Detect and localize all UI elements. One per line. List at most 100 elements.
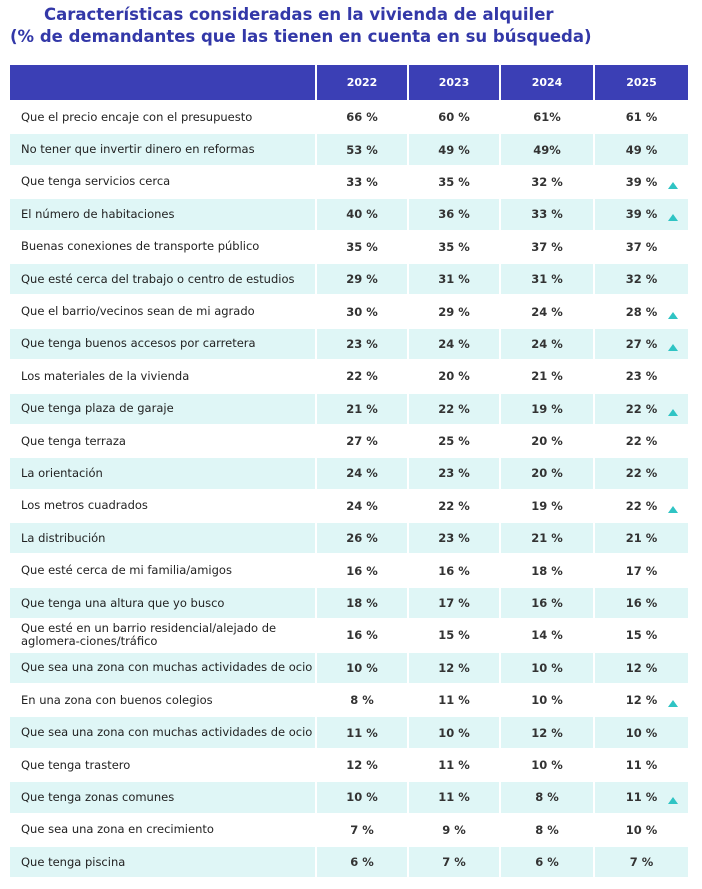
value-cell: 20 % [499, 423, 594, 458]
value-cell: 22 % [315, 359, 408, 393]
value-cell: 22 % [593, 456, 688, 490]
value-cell: 6 % [499, 844, 594, 878]
increase-marker [668, 181, 678, 189]
value-cell: 22 % [593, 423, 688, 458]
value-cell: 22 % [593, 391, 688, 425]
value-cell: 10 % [315, 650, 408, 685]
table-row: El número de habitaciones 40 % 36 % 33 % 39 … [10, 197, 688, 231]
row-label: Que sea una zona con muchas actividades … [10, 650, 316, 685]
value-cell: 61 % [593, 99, 688, 134]
title-line: Características consideradas en la vivie… [44, 5, 554, 24]
value-cell: 15 % [593, 618, 688, 652]
value-cell: 22 % [407, 391, 500, 425]
value-cell: 23 % [315, 326, 408, 361]
value-cell: 27 % [593, 326, 688, 361]
table-row: Que esté cerca del trabajo o centro de e… [10, 261, 688, 296]
table-row: Que tenga terraza 27 % 25 % 20 % 22 % [10, 423, 688, 458]
increase-marker [668, 505, 678, 513]
value-cell: 15 % [407, 618, 500, 652]
value-cell: 23 % [407, 456, 500, 490]
value-cell: 29 % [315, 261, 408, 296]
value-cell: 66 % [315, 99, 408, 134]
table-row: Que el barrio/vecinos sean de mi agrado 3… [10, 294, 688, 328]
value-cell: 19 % [499, 391, 594, 425]
table-row: Que tenga zonas comunes 10 % 11 % 8 % 11 % [10, 780, 688, 814]
value-cell: 31 % [499, 261, 594, 296]
row-label: Los metros cuadrados [10, 488, 316, 523]
value-cell: 9 % [407, 812, 500, 846]
value-cell: 11 % [407, 683, 500, 717]
value-cell: 35 % [407, 164, 500, 199]
value-cell: 21 % [593, 521, 688, 555]
value-cell: 7 % [593, 844, 688, 878]
value-cell: 29 % [407, 294, 500, 328]
value-cell: 24 % [315, 456, 408, 490]
value-cell: 10 % [593, 715, 688, 749]
value-cell: 35 % [407, 229, 500, 263]
table-row: Buenas conexiones de transporte público 3… [10, 229, 688, 263]
value-cell: 20 % [407, 359, 500, 393]
value-cell: 31 % [407, 261, 500, 296]
value-cell: 37 % [499, 229, 594, 263]
value-cell: 16 % [593, 585, 688, 620]
table-row: Que sea una zona en crecimiento 7 % 9 % 8 %… [10, 812, 688, 846]
value-cell: 61% [499, 99, 594, 134]
row-label: Que tenga plaza de garaje [10, 391, 316, 425]
value-cell: 49 % [593, 132, 688, 166]
header-cell [10, 65, 316, 101]
value-cell: 10 % [315, 780, 408, 814]
value-cell: 28 % [593, 294, 688, 328]
value-cell: 27 % [315, 423, 408, 458]
row-label: Que esté cerca del trabajo o centro de e… [10, 261, 316, 296]
header-cell: 2024 [499, 65, 594, 101]
value-cell: 23 % [593, 359, 688, 393]
value-cell: 60 % [407, 99, 500, 134]
value-cell: 11 % [407, 747, 500, 782]
row-label: El número de habitaciones [10, 197, 316, 231]
row-label: Que tenga una altura que yo busco [10, 585, 316, 620]
table-row: En una zona con buenos colegios 8 % 11 % 10… [10, 683, 688, 717]
row-label: Que tenga servicios cerca [10, 164, 316, 199]
row-label: Que sea una zona en crecimiento [10, 812, 316, 846]
value-cell: 7 % [407, 844, 500, 878]
row-label: Que tenga zonas comunes [10, 780, 316, 814]
value-cell: 24 % [407, 326, 500, 361]
value-cell: 32 % [593, 261, 688, 296]
row-label: Buenas conexiones de transporte público [10, 229, 316, 263]
table-row: Que esté cerca de mi familia/amigos 16 % 1… [10, 553, 688, 587]
value-cell: 53 % [315, 132, 408, 166]
value-cell: 10 % [407, 715, 500, 749]
value-cell: 39 % [593, 164, 688, 199]
increase-marker [668, 700, 678, 708]
row-label: Que tenga piscina [10, 844, 316, 878]
value-cell: 11 % [593, 747, 688, 782]
row-label: Que tenga terraza [10, 423, 316, 458]
header-cell: 2023 [407, 65, 500, 101]
value-cell: 21 % [315, 391, 408, 425]
value-cell: 49% [499, 132, 594, 166]
value-cell: 16 % [315, 553, 408, 587]
table-row: Que tenga servicios cerca 33 % 35 % 32 % 39 … [10, 164, 688, 199]
value-cell: 14 % [499, 618, 594, 652]
value-cell: 17 % [593, 553, 688, 587]
value-cell: 8 % [499, 812, 594, 846]
increase-marker [668, 311, 678, 319]
row-label: No tener que invertir dinero en reformas [10, 132, 316, 166]
value-cell: 25 % [407, 423, 500, 458]
header-cell: 2022 [315, 65, 408, 101]
table-row: Que tenga una altura que yo busco 18 % 17 … [10, 585, 688, 620]
value-cell: 11 % [407, 780, 500, 814]
value-cell: 36 % [407, 197, 500, 231]
value-cell: 24 % [315, 488, 408, 523]
table: 2022 2023 2024 2025 Que el precio encaje co… [10, 65, 688, 878]
row-label: Que el precio encaje con el presupuesto [10, 99, 316, 134]
value-cell: 11 % [315, 715, 408, 749]
table-row: No tener que invertir dinero en reformas… [10, 132, 688, 166]
value-cell: 12 % [593, 683, 688, 717]
row-label: Que esté cerca de mi familia/amigos [10, 553, 316, 587]
row-label: Los materiales de la vivienda [10, 359, 316, 393]
value-cell: 18 % [315, 585, 408, 620]
row-label: Que tenga trastero [10, 747, 316, 782]
value-cell: 12 % [593, 650, 688, 685]
value-cell: 17 % [407, 585, 500, 620]
